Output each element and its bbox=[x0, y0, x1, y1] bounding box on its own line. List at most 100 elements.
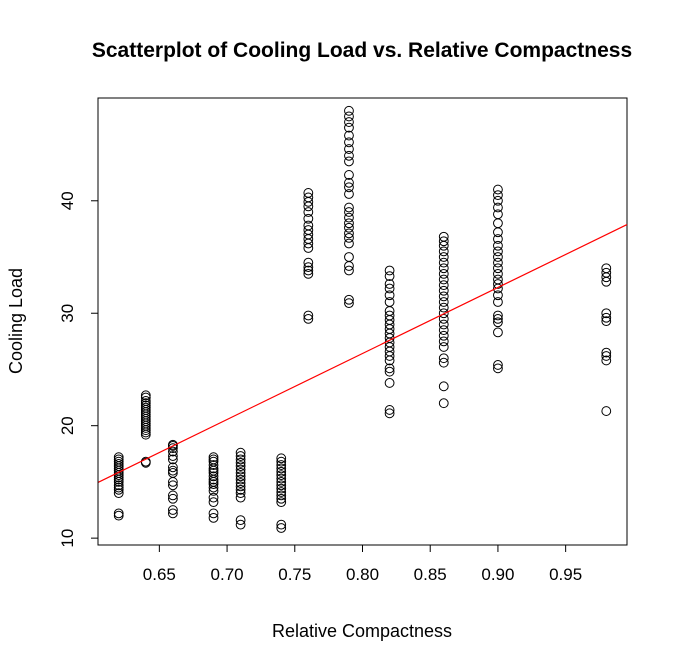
data-point bbox=[438, 263, 449, 274]
data-point bbox=[140, 398, 151, 409]
data-point bbox=[344, 105, 354, 116]
data-point bbox=[208, 460, 219, 470]
x-tick-label: 0.65 bbox=[143, 565, 176, 584]
data-point bbox=[601, 351, 612, 361]
plot-area-frame bbox=[97, 97, 628, 546]
data-point bbox=[493, 195, 503, 206]
data-point bbox=[438, 398, 449, 409]
data-point bbox=[344, 294, 354, 305]
data-point bbox=[493, 327, 503, 338]
data-point bbox=[113, 508, 124, 519]
data-point bbox=[140, 392, 151, 403]
data-point bbox=[276, 453, 287, 464]
data-point bbox=[208, 456, 219, 467]
data-point bbox=[438, 330, 449, 341]
data-point bbox=[208, 454, 219, 465]
data-point bbox=[438, 381, 449, 392]
data-point bbox=[601, 312, 612, 323]
data-point bbox=[235, 454, 246, 465]
data-point bbox=[344, 298, 354, 309]
data-point bbox=[384, 297, 395, 307]
y-tick-label: 40 bbox=[58, 191, 77, 210]
data-point bbox=[438, 236, 449, 247]
data-point bbox=[276, 466, 287, 477]
data-point bbox=[438, 319, 449, 330]
data-point bbox=[167, 451, 178, 461]
data-point bbox=[208, 479, 219, 490]
data-point bbox=[344, 207, 354, 217]
data-point bbox=[384, 271, 395, 282]
data-point bbox=[140, 400, 151, 411]
data-point bbox=[276, 490, 287, 501]
x-tick-label: 0.70 bbox=[211, 565, 244, 584]
data-point bbox=[344, 238, 354, 249]
data-point bbox=[493, 246, 503, 257]
data-point bbox=[303, 188, 314, 198]
data-point bbox=[601, 355, 612, 366]
data-point bbox=[493, 310, 503, 321]
data-point bbox=[276, 480, 287, 491]
data-point bbox=[601, 316, 612, 327]
data-point bbox=[167, 462, 178, 473]
data-point bbox=[140, 402, 151, 413]
data-point bbox=[493, 290, 503, 301]
data-point bbox=[276, 493, 287, 504]
data-point bbox=[167, 454, 178, 465]
data-point bbox=[208, 471, 219, 482]
data-point bbox=[303, 207, 314, 217]
data-point bbox=[235, 464, 246, 475]
data-point bbox=[438, 274, 449, 285]
data-point bbox=[276, 519, 287, 530]
data-point bbox=[276, 463, 287, 474]
data-point bbox=[276, 483, 287, 494]
data-point bbox=[384, 408, 395, 419]
data-point bbox=[438, 336, 449, 347]
data-point bbox=[344, 189, 354, 199]
data-point bbox=[167, 439, 178, 450]
data-point bbox=[384, 279, 395, 289]
data-point bbox=[235, 478, 246, 488]
data-point bbox=[235, 492, 246, 503]
data-point bbox=[303, 268, 314, 279]
data-point bbox=[438, 308, 449, 319]
data-point bbox=[493, 279, 503, 289]
x-tick-label: 0.90 bbox=[481, 565, 514, 584]
data-point bbox=[438, 342, 449, 352]
data-point bbox=[438, 252, 449, 262]
data-point bbox=[493, 184, 503, 195]
data-point bbox=[303, 220, 314, 231]
x-tick-label: 0.80 bbox=[346, 565, 379, 584]
data-point bbox=[235, 488, 246, 499]
data-point bbox=[344, 144, 354, 154]
data-point bbox=[493, 240, 503, 251]
data-point bbox=[344, 228, 354, 239]
data-point bbox=[493, 227, 503, 238]
data-point bbox=[438, 231, 449, 242]
data-point bbox=[344, 265, 354, 276]
x-axis: 0.65 0.70 0.75 0.80 0.85 0.90 0.95 bbox=[143, 544, 582, 584]
x-tick-label: 0.95 bbox=[549, 565, 582, 584]
regression-line bbox=[97, 224, 628, 483]
data-point bbox=[235, 447, 246, 458]
data-point bbox=[344, 156, 354, 167]
data-point bbox=[493, 234, 503, 244]
y-axis: 10 20 30 40 bbox=[58, 191, 99, 548]
data-point bbox=[235, 515, 246, 526]
x-tick-label: 0.85 bbox=[414, 565, 447, 584]
data-point bbox=[208, 482, 219, 493]
data-point bbox=[493, 257, 503, 268]
y-tick-label: 10 bbox=[58, 529, 77, 548]
data-point bbox=[208, 513, 219, 523]
data-point bbox=[303, 213, 314, 224]
data-point bbox=[303, 262, 314, 273]
data-point bbox=[384, 290, 395, 301]
data-point bbox=[384, 378, 395, 388]
data-point bbox=[113, 510, 124, 521]
data-point bbox=[167, 465, 178, 476]
data-point bbox=[438, 353, 449, 364]
data-point bbox=[344, 202, 354, 213]
data-point bbox=[276, 456, 287, 467]
data-point bbox=[344, 130, 354, 141]
data-point bbox=[493, 274, 503, 285]
